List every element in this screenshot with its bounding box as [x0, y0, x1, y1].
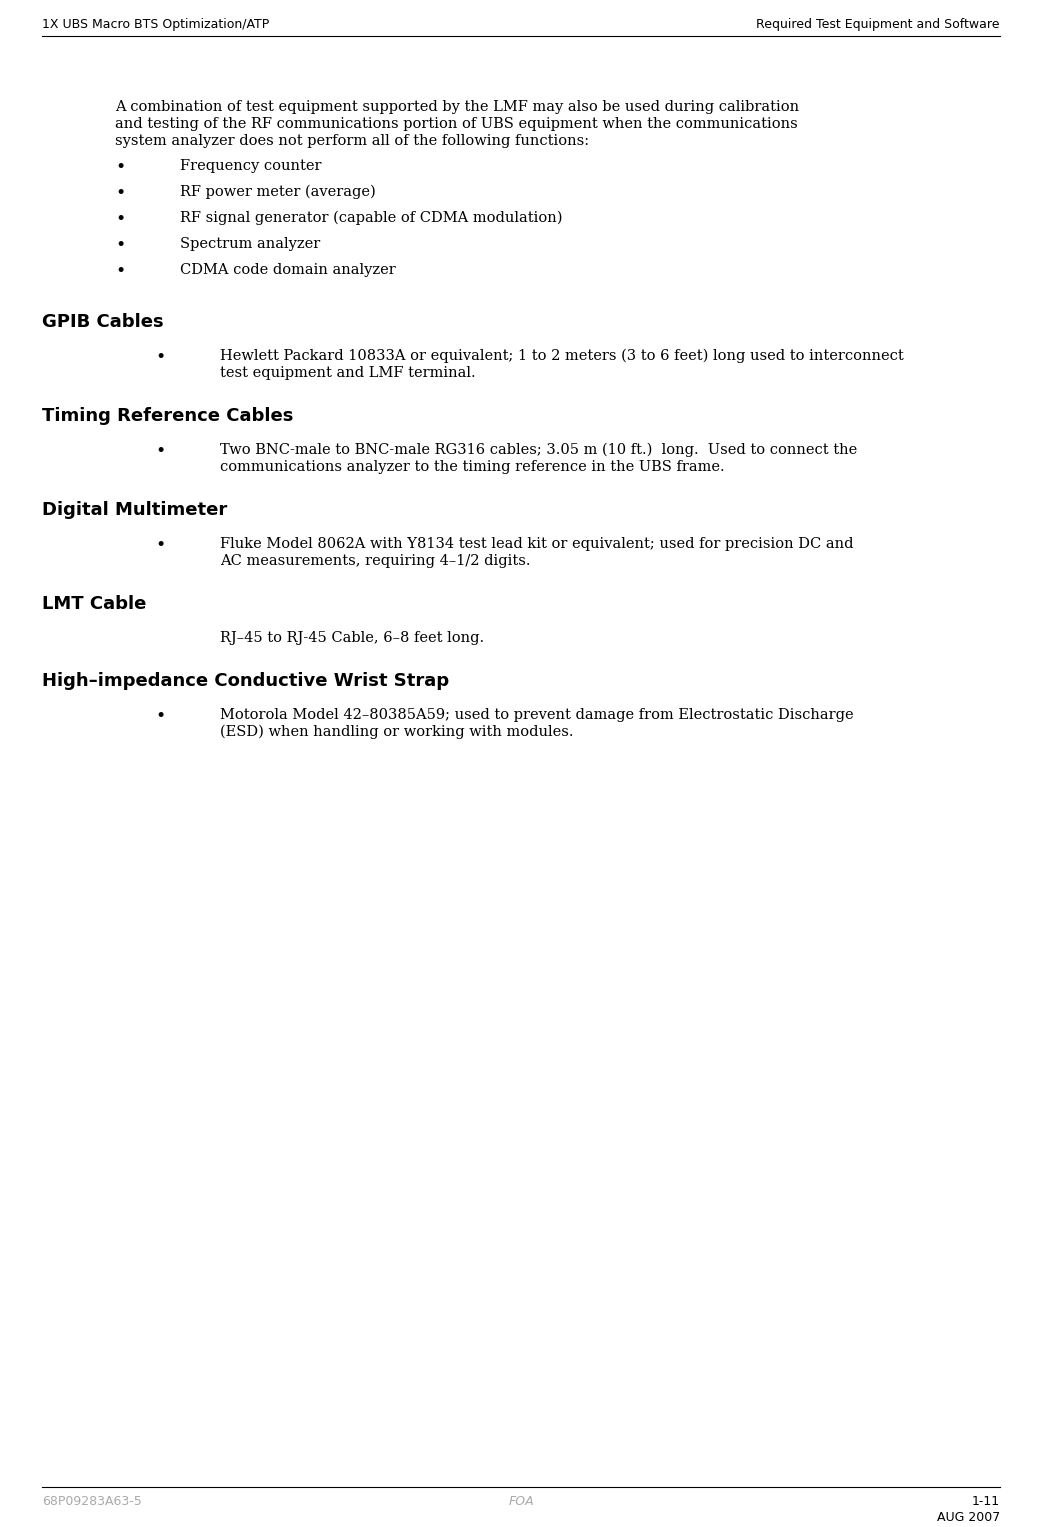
Text: •: • [115, 159, 125, 176]
Text: system analyzer does not perform all of the following functions:: system analyzer does not perform all of … [115, 134, 589, 148]
Text: •: • [115, 211, 125, 228]
Text: Frequency counter: Frequency counter [180, 159, 322, 173]
Text: •: • [115, 237, 125, 253]
Text: Hewlett Packard 10833A or equivalent; 1 to 2 meters (3 to 6 feet) long used to i: Hewlett Packard 10833A or equivalent; 1 … [220, 350, 903, 363]
Text: Motorola Model 42–80385A59; used to prevent damage from Electrostatic Discharge: Motorola Model 42–80385A59; used to prev… [220, 709, 853, 722]
Text: A combination of test equipment supported by the LMF may also be used during cal: A combination of test equipment supporte… [115, 99, 799, 115]
Text: (ESD) when handling or working with modules.: (ESD) when handling or working with modu… [220, 725, 573, 739]
Text: Fluke Model 8062A with Y8134 test lead kit or equivalent; used for precision DC : Fluke Model 8062A with Y8134 test lead k… [220, 538, 853, 551]
Text: •: • [155, 709, 166, 725]
Text: test equipment and LMF terminal.: test equipment and LMF terminal. [220, 366, 475, 380]
Text: Timing Reference Cables: Timing Reference Cables [42, 408, 294, 425]
Text: and testing of the RF communications portion of UBS equipment when the communica: and testing of the RF communications por… [115, 118, 798, 131]
Text: AC measurements, requiring 4–1/2 digits.: AC measurements, requiring 4–1/2 digits. [220, 554, 530, 568]
Text: High–impedance Conductive Wrist Strap: High–impedance Conductive Wrist Strap [42, 672, 449, 690]
Text: 68P09283A63-5: 68P09283A63-5 [42, 1495, 142, 1509]
Text: FOA: FOA [508, 1495, 534, 1509]
Text: LMT Cable: LMT Cable [42, 596, 146, 612]
Text: Two BNC-male to BNC-male RG316 cables; 3.05 m (10 ft.)  long.  Used to connect t: Two BNC-male to BNC-male RG316 cables; 3… [220, 443, 858, 458]
Text: AUG 2007: AUG 2007 [937, 1512, 1000, 1524]
Text: RJ–45 to RJ-45 Cable, 6–8 feet long.: RJ–45 to RJ-45 Cable, 6–8 feet long. [220, 631, 485, 644]
Text: Spectrum analyzer: Spectrum analyzer [180, 237, 320, 250]
Text: Required Test Equipment and Software: Required Test Equipment and Software [756, 18, 1000, 31]
Text: RF power meter (average): RF power meter (average) [180, 185, 376, 200]
Text: 1X UBS Macro BTS Optimization/ATP: 1X UBS Macro BTS Optimization/ATP [42, 18, 269, 31]
Text: •: • [115, 185, 125, 202]
Text: •: • [155, 350, 166, 366]
Text: •: • [115, 263, 125, 279]
Text: RF signal generator (capable of CDMA modulation): RF signal generator (capable of CDMA mod… [180, 211, 563, 226]
Text: •: • [155, 443, 166, 460]
Text: 1-11: 1-11 [972, 1495, 1000, 1509]
Text: communications analyzer to the timing reference in the UBS frame.: communications analyzer to the timing re… [220, 460, 724, 473]
Text: •: • [155, 538, 166, 554]
Text: Digital Multimeter: Digital Multimeter [42, 501, 227, 519]
Text: CDMA code domain analyzer: CDMA code domain analyzer [180, 263, 396, 276]
Text: GPIB Cables: GPIB Cables [42, 313, 164, 331]
